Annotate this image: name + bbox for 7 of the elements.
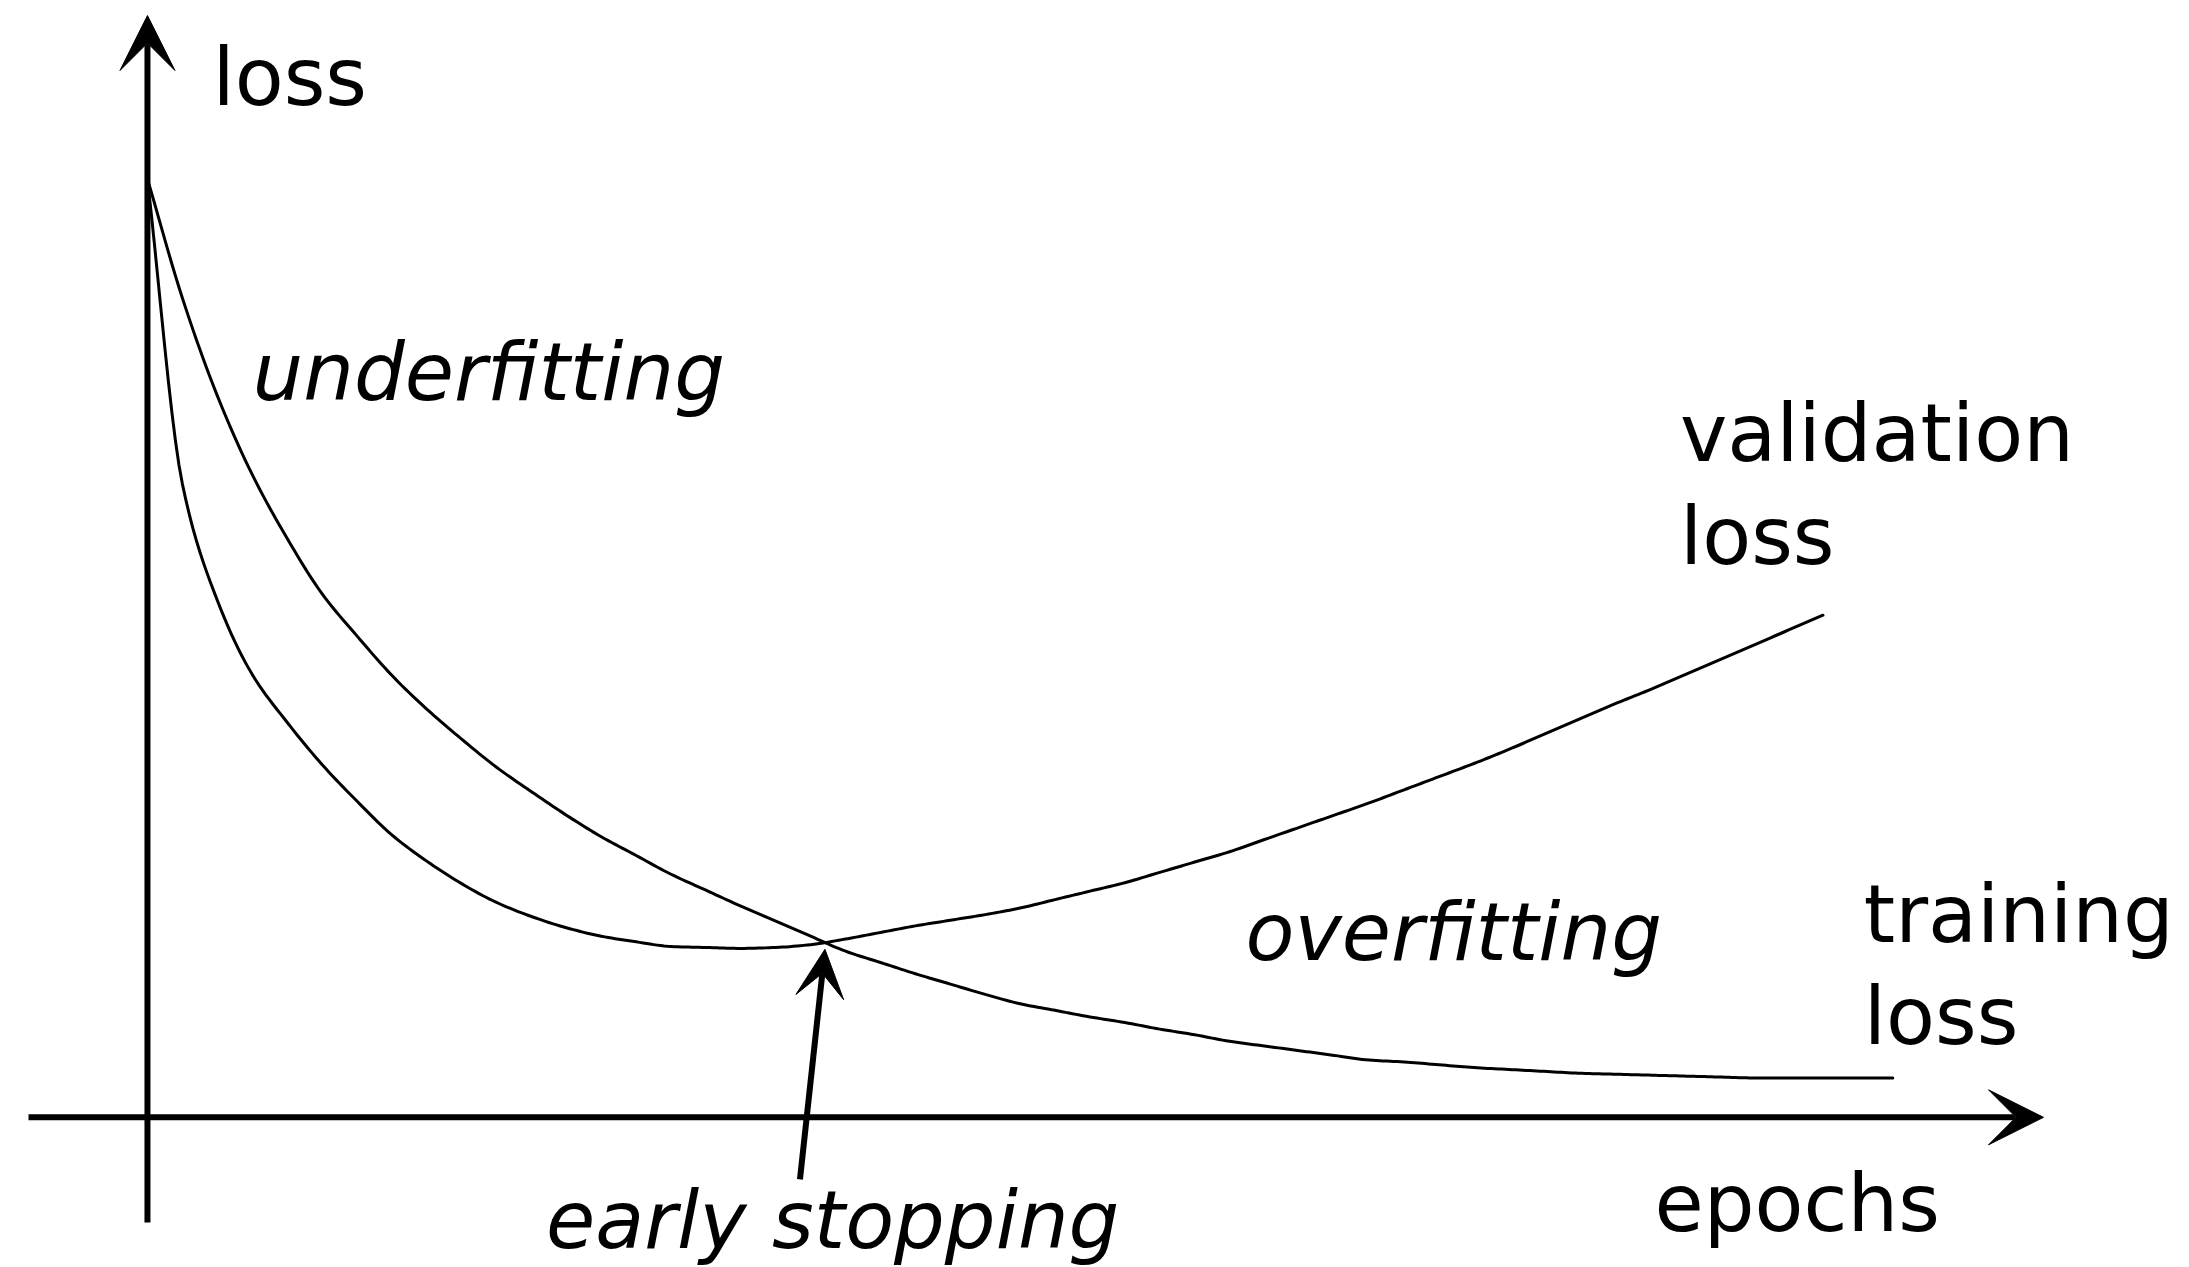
series-label: validation loss [1679, 387, 2074, 583]
annotation: overfitting [1245, 886, 1663, 979]
annotation: underfitting [252, 326, 725, 419]
y-axis-title: loss [212, 31, 367, 124]
series-label: training loss [1863, 867, 2174, 1064]
x-axis-title: epochs [1654, 1157, 1940, 1250]
text: early stopping [545, 1173, 1120, 1267]
